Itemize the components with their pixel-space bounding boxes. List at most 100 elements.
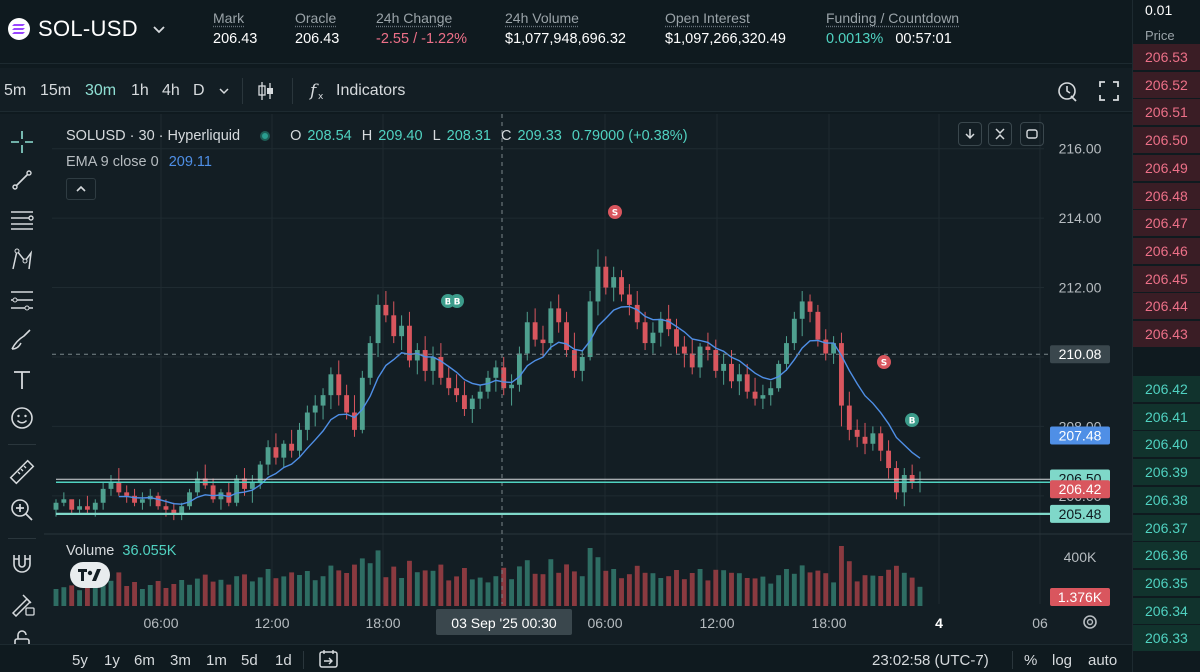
volume-bar xyxy=(878,576,884,606)
bid-price-row[interactable]: 206.38 xyxy=(1133,486,1200,513)
utc-clock[interactable]: 23:02:58 (UTC-7) xyxy=(872,652,989,669)
volume-bar xyxy=(249,581,255,606)
volume-bar xyxy=(540,574,546,606)
ask-price-row[interactable]: 206.44 xyxy=(1133,293,1200,320)
volume-bar xyxy=(383,577,389,606)
range-1d[interactable]: 1d xyxy=(275,652,292,669)
volume-bar xyxy=(367,563,373,606)
candle xyxy=(454,374,460,403)
emoji-icon[interactable] xyxy=(8,404,36,432)
range-6m[interactable]: 6m xyxy=(134,652,155,669)
range-1y[interactable]: 1y xyxy=(104,652,120,669)
range-3m[interactable]: 3m xyxy=(170,652,191,669)
timeframe-30m[interactable]: 30m xyxy=(85,82,117,99)
horizontal-lines-icon[interactable] xyxy=(8,206,36,234)
candle xyxy=(430,346,436,385)
replay-clock-icon[interactable] xyxy=(1056,79,1080,103)
range-5y[interactable]: 5y xyxy=(72,652,88,669)
svg-text:S: S xyxy=(612,209,618,219)
bid-price-row[interactable]: 206.42 xyxy=(1133,376,1200,402)
bid-price-row[interactable]: 206.33 xyxy=(1133,625,1200,652)
volume-bar xyxy=(469,579,475,606)
fullscreen-icon[interactable] xyxy=(1098,80,1120,102)
ask-price-row[interactable]: 206.45 xyxy=(1133,265,1200,292)
volume-bar xyxy=(139,589,145,606)
log-scale-toggle[interactable]: log xyxy=(1052,652,1073,669)
volume-bar xyxy=(61,587,67,606)
bid-price-row[interactable]: 206.34 xyxy=(1133,597,1200,624)
auto-scale-toggle[interactable]: auto xyxy=(1088,652,1118,669)
collapse-pane-button[interactable] xyxy=(988,122,1012,146)
chevron-down-icon[interactable] xyxy=(150,20,168,38)
scroll-down-button[interactable] xyxy=(958,122,982,146)
bid-price-row[interactable]: 206.39 xyxy=(1133,459,1200,486)
bid-price-row[interactable]: 206.41 xyxy=(1133,403,1200,430)
ruler-icon[interactable] xyxy=(8,458,36,486)
magnet-icon[interactable] xyxy=(8,550,36,578)
timeframe-1h[interactable]: 1h xyxy=(131,82,149,99)
volume-bar xyxy=(77,590,82,606)
svg-text:206.42: 206.42 xyxy=(1059,481,1102,497)
legend-low-label: L xyxy=(432,128,441,144)
ask-price-row[interactable]: 206.50 xyxy=(1133,127,1200,154)
maximize-pane-button[interactable] xyxy=(1020,122,1044,146)
lock-drawings-icon[interactable] xyxy=(8,590,36,618)
volume-bar xyxy=(784,569,789,606)
bid-price-row[interactable]: 206.36 xyxy=(1133,542,1200,569)
timeframe-5m[interactable]: 5m xyxy=(4,82,27,99)
candle xyxy=(524,311,530,361)
zoom-in-icon[interactable] xyxy=(8,496,36,524)
collapse-legend-button[interactable] xyxy=(66,178,96,200)
chevron-down-icon[interactable] xyxy=(218,86,230,96)
volume-tick: 400K xyxy=(1064,549,1097,565)
percent-scale-toggle[interactable]: % xyxy=(1024,652,1038,669)
trend-line-icon[interactable] xyxy=(8,166,36,194)
timeframe-15m[interactable]: 15m xyxy=(40,82,72,99)
legend-low: 208.31 xyxy=(446,128,491,144)
range-1m[interactable]: 1m xyxy=(206,652,227,669)
volume-bar xyxy=(69,585,75,606)
fib-levels-icon[interactable] xyxy=(8,286,36,314)
bid-price-row[interactable]: 206.35 xyxy=(1133,569,1200,596)
tick-size-select[interactable]: 0.01 xyxy=(1137,2,1197,22)
goto-date-icon[interactable] xyxy=(318,649,340,669)
ask-price-row[interactable]: 206.48 xyxy=(1133,182,1200,209)
volume-bar xyxy=(752,578,758,606)
candle xyxy=(729,350,734,389)
candle xyxy=(650,322,656,354)
ask-price-row[interactable]: 206.47 xyxy=(1133,210,1200,237)
volume-bar xyxy=(571,571,577,606)
candle xyxy=(367,336,373,385)
volume-bar xyxy=(611,569,617,606)
timeframe-4h[interactable]: 4h xyxy=(162,82,180,99)
range-5d[interactable]: 5d xyxy=(241,652,258,669)
crosshair-icon[interactable] xyxy=(8,128,36,156)
time-tick: 12:00 xyxy=(699,615,734,631)
ask-price-row[interactable]: 206.52 xyxy=(1133,71,1200,98)
timeframe-d[interactable]: D xyxy=(193,82,205,99)
ask-price-row[interactable]: 206.46 xyxy=(1133,237,1200,264)
candle-type-icon[interactable] xyxy=(256,80,276,102)
ask-price-row[interactable]: 206.53 xyxy=(1133,44,1200,70)
volume-bar xyxy=(399,578,405,606)
volume-bar xyxy=(194,578,200,606)
candle xyxy=(564,311,569,357)
ask-price-row[interactable]: 206.51 xyxy=(1133,99,1200,126)
tradingview-logo[interactable] xyxy=(70,562,110,588)
ask-price-row[interactable]: 206.43 xyxy=(1133,321,1200,347)
text-tool-icon[interactable] xyxy=(8,366,36,394)
ask-price-row[interactable]: 206.49 xyxy=(1133,154,1200,181)
pair-selector[interactable]: SOL-USD xyxy=(38,16,138,41)
volume-bar xyxy=(155,581,161,606)
volume-bar xyxy=(179,580,185,606)
bid-price-row[interactable]: 206.37 xyxy=(1133,514,1200,541)
bid-price-row[interactable]: 206.40 xyxy=(1133,431,1200,458)
brush-icon[interactable] xyxy=(8,326,36,354)
pattern-tool-icon[interactable] xyxy=(8,246,36,274)
last-price-tag: 206.42 xyxy=(1050,480,1110,499)
volume-bar xyxy=(901,572,907,606)
